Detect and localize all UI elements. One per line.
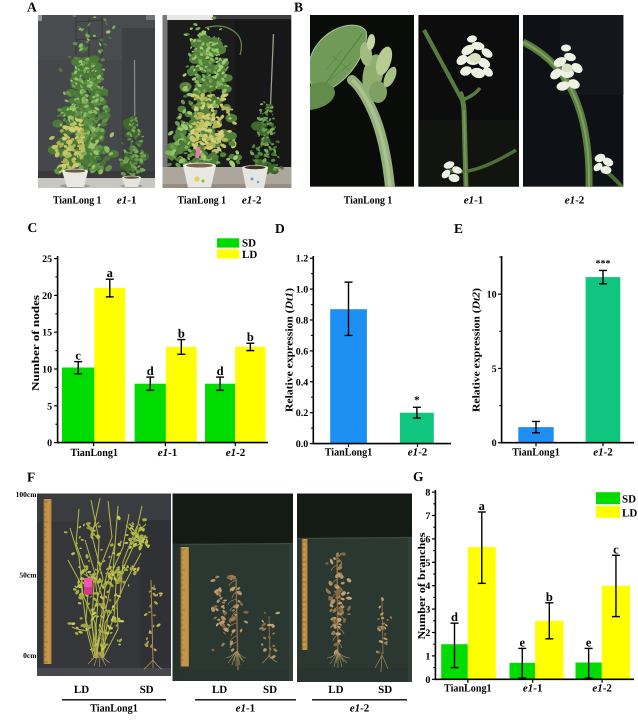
svg-text:7: 7	[425, 511, 430, 522]
svg-text:LD: LD	[622, 507, 637, 519]
svg-text:e1-1: e1-1	[117, 195, 137, 207]
svg-text:e1-2: e1-2	[592, 683, 612, 695]
svg-text:*: *	[414, 394, 420, 406]
svg-text:0.2: 0.2	[296, 408, 309, 419]
svg-text:LD: LD	[74, 684, 89, 696]
svg-text:e1-2: e1-2	[226, 447, 246, 459]
svg-text:TianLong 1: TianLong 1	[178, 195, 227, 207]
svg-text:e: e	[520, 635, 526, 649]
svg-text:Relative expression (Dt2): Relative expression (Dt2)	[471, 287, 482, 412]
svg-text:TianLong 1: TianLong 1	[53, 195, 102, 207]
svg-text:5: 5	[425, 558, 430, 569]
svg-text:C: C	[28, 220, 38, 235]
svg-text:0.8: 0.8	[296, 316, 309, 327]
svg-text:A: A	[27, 0, 37, 15]
svg-text:SD: SD	[140, 684, 154, 696]
svg-text:0.4: 0.4	[296, 377, 309, 388]
svg-text:F: F	[27, 470, 35, 485]
svg-text:1.2: 1.2	[296, 254, 309, 265]
svg-text:25: 25	[42, 254, 52, 265]
svg-text:e1-2: e1-2	[408, 447, 428, 459]
svg-text:SD: SD	[378, 684, 392, 696]
svg-text:TianLong1: TianLong1	[512, 447, 560, 459]
svg-text:a: a	[107, 266, 114, 280]
svg-text:5: 5	[47, 401, 52, 412]
svg-text:c: c	[613, 542, 619, 556]
svg-text:1: 1	[425, 651, 430, 662]
svg-text:SD: SD	[242, 238, 256, 250]
svg-text:d: d	[217, 364, 224, 378]
svg-text:SD: SD	[622, 494, 636, 506]
svg-text:Number of nodes: Number of nodes	[31, 295, 42, 391]
svg-text:B: B	[294, 0, 303, 15]
svg-text:d: d	[147, 364, 154, 378]
svg-text:6: 6	[425, 534, 430, 545]
svg-text:0: 0	[425, 675, 430, 686]
svg-text:d: d	[451, 610, 458, 624]
svg-text:50cm: 50cm	[19, 571, 37, 580]
svg-text:e1-1: e1-1	[158, 447, 178, 459]
svg-text:0cm: 0cm	[23, 651, 37, 660]
svg-text:e1-2: e1-2	[242, 195, 262, 207]
svg-text:1.0: 1.0	[296, 285, 309, 296]
svg-text:Number of branches: Number of branches	[417, 533, 428, 640]
svg-text:a: a	[479, 499, 486, 513]
svg-text:LD: LD	[212, 684, 227, 696]
svg-text:3: 3	[425, 605, 430, 616]
svg-text:c: c	[75, 349, 81, 363]
svg-text:8: 8	[425, 488, 430, 499]
svg-text:20: 20	[42, 291, 52, 302]
svg-text:5: 5	[492, 364, 497, 375]
svg-text:TianLong1: TianLong1	[325, 447, 373, 459]
svg-text:0.6: 0.6	[296, 346, 309, 357]
svg-text:e1-1: e1-1	[523, 683, 543, 695]
svg-text:E: E	[454, 221, 463, 236]
svg-text:TianLong1: TianLong1	[444, 683, 492, 695]
svg-text:e1-1: e1-1	[464, 195, 484, 207]
svg-text:0: 0	[492, 438, 497, 449]
svg-text:e1-2: e1-2	[565, 195, 585, 207]
svg-text:15: 15	[42, 328, 52, 339]
svg-text:e1-2: e1-2	[593, 447, 613, 459]
svg-text:0.0: 0.0	[296, 439, 309, 450]
svg-text:b: b	[546, 590, 553, 604]
svg-text:10: 10	[42, 365, 52, 376]
svg-text:LD: LD	[242, 249, 257, 261]
svg-text:SD: SD	[263, 684, 277, 696]
svg-text:G: G	[413, 469, 424, 484]
svg-text:TianLong1: TianLong1	[90, 703, 138, 715]
svg-text:b: b	[178, 327, 185, 341]
svg-text:10: 10	[487, 290, 497, 301]
svg-text:0: 0	[47, 438, 52, 449]
svg-text:e1-2: e1-2	[350, 703, 370, 715]
svg-text:e: e	[586, 635, 592, 649]
svg-text:***: ***	[596, 258, 611, 269]
svg-text:2: 2	[425, 628, 430, 639]
svg-text:100cm: 100cm	[16, 490, 38, 499]
svg-text:Relative expression (Dt1): Relative expression (Dt1)	[285, 287, 296, 412]
svg-text:4: 4	[425, 581, 430, 592]
svg-text:TianLong 1: TianLong 1	[344, 195, 393, 207]
svg-text:e1-1: e1-1	[236, 703, 256, 715]
svg-text:TianLong1: TianLong1	[70, 447, 118, 459]
svg-text:LD: LD	[328, 684, 343, 696]
svg-text:D: D	[275, 221, 285, 236]
svg-text:b: b	[247, 330, 254, 344]
